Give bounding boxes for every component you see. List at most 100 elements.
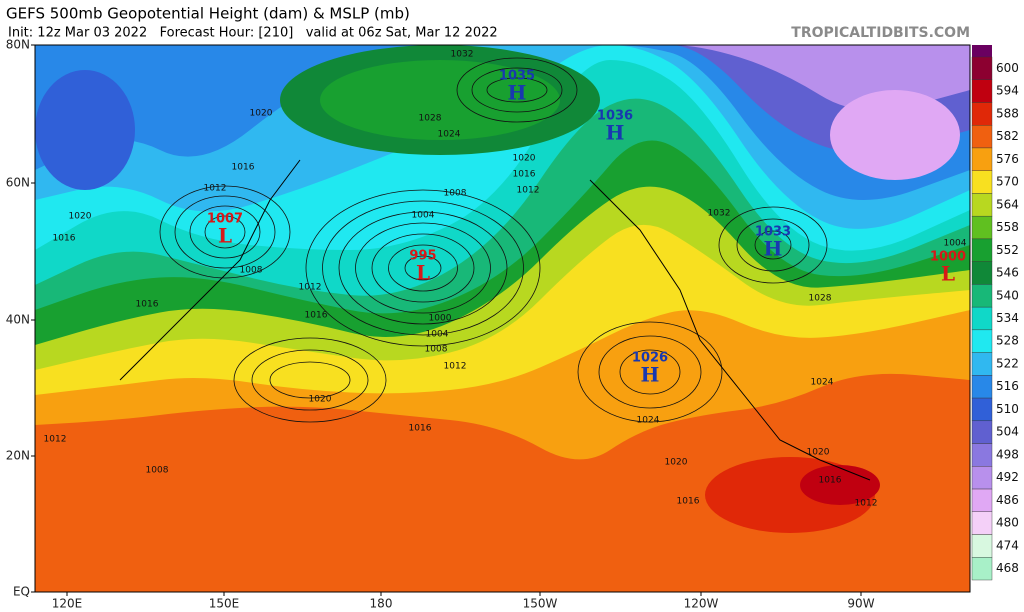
isobar-label: 1004 [426,330,449,340]
lat-label: 80N [6,38,30,52]
colorbar-swatch [971,557,993,581]
colorbar-swatch [971,147,993,171]
isobar [189,205,261,259]
colorbar-swatch [971,329,993,353]
isobar-label: 1024 [438,130,461,140]
isobar-label: 1016 [677,497,700,507]
isobar-label: 1020 [513,154,536,164]
isobar [388,244,458,292]
isobar-label: 1024 [637,416,660,426]
isobar-label: 1032 [708,209,731,219]
colorbar-swatch [971,352,993,376]
colorbar-label: 498 [996,447,1019,461]
colorbar-swatch [971,79,993,103]
colorbar-label: 594 [996,84,1019,98]
colorbar-swatch [971,306,993,331]
center-type: H [508,81,527,105]
isobar [718,206,828,284]
colorbar-swatch [971,511,993,535]
lat-label: 40N [6,313,30,327]
isobar [371,233,475,303]
isobar-label: 1020 [250,109,273,119]
lon-label: 180 [370,597,393,611]
isobar-label: 1004 [412,211,435,221]
isobar-label: 1008 [146,466,169,476]
colorbar-label: 486 [996,493,1019,507]
colorbar-swatch [971,284,993,308]
colorbar-swatch [971,534,993,558]
height-fill [35,45,970,153]
lon-label: 150E [209,597,240,611]
colorbar-swatch [971,102,993,126]
colorbar-label: 492 [996,470,1019,484]
isobar-label: 1008 [425,345,448,355]
colorbar-label: 558 [996,220,1019,234]
map-frame [34,44,971,593]
colorbar-label: 480 [996,516,1019,530]
center-value: 1007 [207,212,243,227]
height-fill [35,70,135,190]
map [35,45,970,592]
colorbar-swatch [971,443,993,467]
isobar-label: 1028 [809,294,832,304]
height-fill [35,45,970,200]
colorbar-label: 540 [996,288,1019,302]
colorbar-swatch [971,193,993,217]
isobar-label: 1012 [444,362,467,372]
colorbar-swatch [971,56,993,80]
colorbar-swatch [971,488,993,512]
colorbar-label: 564 [996,197,1019,211]
colorbar-swatch [971,238,993,262]
colorbar-label: 468 [996,561,1019,575]
colorbar-swatch [971,420,993,444]
isobar [204,215,246,249]
subtitle: Init: 12z Mar 03 2022 Forecast Hour: [21… [8,26,498,41]
center-type: H [606,121,625,145]
isobar [251,349,369,411]
isobar [355,222,491,314]
colorbar-label: 576 [996,152,1019,166]
isobar [305,189,541,347]
isobar [456,57,578,123]
isobar [159,185,291,279]
colorbar-label: 510 [996,402,1019,416]
isobar [619,349,681,395]
isobar-label: 1016 [513,170,536,180]
center-value: 1033 [755,225,791,240]
isobar-label: 1020 [807,448,830,458]
isobar-label: 1016 [53,234,76,244]
colorbar-cap [972,45,992,57]
isobar-label: 1008 [444,189,467,199]
isobar [486,77,548,103]
colorbar-swatch [971,125,993,149]
height-fill [800,465,880,505]
isobar [174,195,276,269]
center-value: 1036 [597,109,633,124]
isobar-label: 1020 [69,212,92,222]
isobar-label: 1028 [419,114,442,124]
isobar-label: 1012 [855,499,878,509]
center-type: L [218,224,232,248]
colorbar-label: 528 [996,334,1019,348]
colorbar-swatch [971,466,993,490]
colorbar-swatch [971,375,993,399]
colorbar-label: 504 [996,425,1019,439]
isobar [338,211,508,325]
isobar-label: 1016 [232,163,255,173]
isobar [754,230,792,260]
colorbar-label: 588 [996,106,1019,120]
colorbar-label: 582 [996,129,1019,143]
colorbar-label: 552 [996,243,1019,257]
isobar-label: 1020 [665,458,688,468]
lon-label: 120W [684,597,719,611]
center-type: L [941,262,955,286]
center-type: H [641,363,660,387]
isobar-label: 1012 [517,186,540,196]
isobar-label: 1012 [299,283,322,293]
isobar-label: 1016 [136,300,159,310]
isobar [233,337,387,423]
center-value: 1035 [499,69,535,84]
title: GEFS 500mb Geopotential Height (dam) & M… [6,5,410,23]
isobar [404,255,442,281]
